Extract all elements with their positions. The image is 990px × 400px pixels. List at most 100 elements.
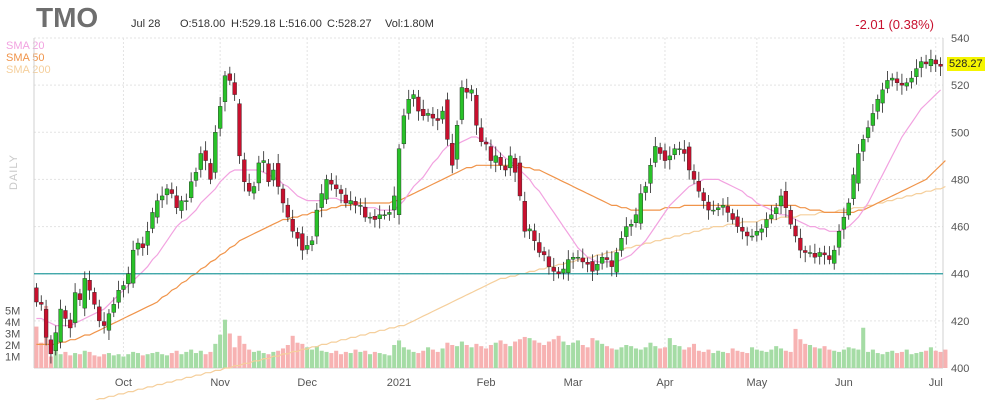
candle-body — [276, 163, 281, 187]
volume-bar — [285, 345, 290, 368]
candle-body — [570, 257, 576, 260]
candle-body — [870, 113, 876, 126]
volume-bar — [638, 349, 643, 368]
volume-bar — [769, 349, 774, 368]
volume-bar — [749, 347, 755, 368]
volume-bar — [121, 356, 126, 368]
volume-bar — [788, 351, 793, 368]
candle-body — [135, 242, 141, 250]
volume-bar — [111, 355, 116, 368]
volume-bar — [604, 346, 609, 368]
candle-body — [53, 332, 58, 351]
volume-bar — [247, 349, 252, 368]
volume-bar — [184, 351, 189, 368]
volume-bar — [870, 349, 875, 368]
volume-bar — [280, 348, 286, 368]
candle-body — [290, 219, 295, 232]
volume-bar — [73, 353, 78, 368]
volume-bar — [164, 355, 169, 368]
candle-body — [730, 213, 735, 220]
candle-body — [856, 153, 861, 184]
candle-body — [193, 172, 199, 181]
candle-body — [440, 110, 445, 120]
volume-bar — [397, 340, 402, 368]
volume-bar — [484, 348, 489, 368]
candle-body — [566, 259, 571, 273]
candle-body — [116, 290, 121, 303]
volume-bar — [237, 335, 242, 368]
candle-body — [232, 82, 237, 95]
volume-bar — [648, 342, 653, 368]
candle-body — [488, 146, 494, 161]
candle-body — [817, 252, 822, 257]
candle-body — [803, 250, 808, 253]
price-tick-label: 420 — [951, 316, 969, 328]
candle-body — [445, 99, 450, 140]
candle-body — [735, 216, 740, 227]
volume-bar — [92, 355, 97, 368]
candle-body — [667, 155, 672, 161]
volume-bar — [218, 334, 223, 368]
candle-body — [880, 89, 885, 104]
candle-body — [348, 200, 353, 205]
candle-body — [213, 132, 218, 173]
volume-bar — [827, 349, 832, 368]
volume-bar — [305, 347, 310, 368]
price-tick-label: 480 — [951, 174, 969, 186]
candle-body — [111, 304, 116, 313]
volume-bar — [150, 353, 155, 368]
volume-bar — [566, 345, 571, 368]
volume-bar — [832, 350, 837, 368]
volume-bar — [614, 349, 619, 368]
volume-bar — [106, 353, 111, 368]
open-value: O:518.00 — [180, 18, 226, 30]
candle-body — [749, 235, 755, 238]
volume-bar — [513, 341, 518, 368]
candle-body — [783, 191, 788, 208]
volume-bar — [334, 350, 339, 368]
volume-bar — [643, 347, 648, 368]
volume-bar — [140, 355, 145, 368]
candle-body — [604, 257, 610, 260]
candle-body — [469, 89, 474, 94]
candle-body — [169, 189, 174, 194]
volume-bar — [179, 354, 184, 368]
candle-body — [479, 127, 484, 142]
volume-bar — [575, 340, 580, 368]
candle-body — [575, 257, 581, 259]
volume-bar — [426, 347, 431, 368]
candle-body — [300, 233, 305, 251]
month-label: Nov — [210, 377, 230, 389]
candle-body — [624, 226, 629, 237]
candle-body — [372, 215, 378, 220]
candle-body — [498, 157, 503, 166]
candle-body — [87, 279, 92, 291]
candle-body — [778, 195, 784, 207]
volume-bar — [213, 343, 218, 368]
volume-bar — [783, 350, 788, 368]
volume-tick-label: 4M — [5, 317, 20, 329]
candle-body — [899, 82, 905, 86]
volume-bar — [208, 351, 213, 368]
month-label: Jul — [929, 377, 943, 389]
volume-bar — [817, 348, 822, 368]
candle-body — [314, 209, 319, 237]
price-tick-label: 520 — [951, 80, 969, 92]
volume-bar — [919, 351, 924, 368]
candle-body — [222, 75, 228, 102]
candle-body — [174, 195, 179, 208]
candle-body — [503, 165, 508, 171]
candle-body — [101, 321, 107, 326]
volume-bar — [706, 349, 711, 368]
candle-body — [687, 146, 692, 171]
month-label: Apr — [656, 377, 673, 389]
volume-bar — [725, 353, 730, 368]
candle-body — [764, 219, 769, 228]
candle-body — [145, 231, 150, 246]
volume-bar — [430, 349, 435, 368]
candle-body — [493, 155, 498, 163]
candle-body — [861, 139, 866, 152]
volume-bar — [716, 350, 721, 368]
month-label: May — [746, 377, 767, 389]
candle-body — [106, 313, 112, 331]
